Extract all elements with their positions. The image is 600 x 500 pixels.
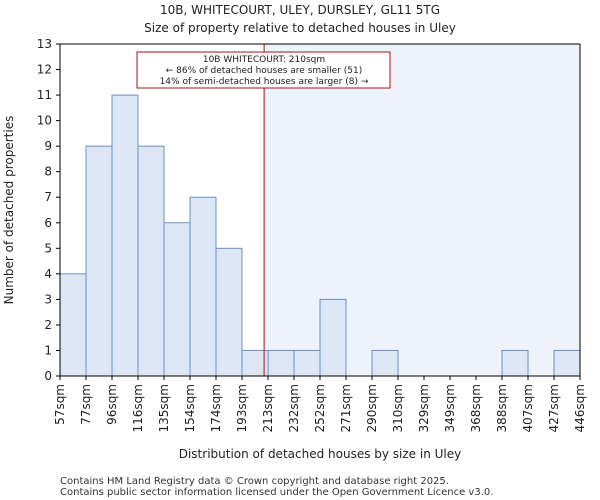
bar-116sqm — [137, 145, 165, 377]
x-tick-label: 329sqm — [417, 384, 431, 432]
highlight-region — [264, 44, 580, 376]
x-tick-label: 154sqm — [183, 384, 197, 432]
bar-388sqm — [501, 349, 529, 377]
bar-96sqm — [111, 94, 139, 377]
x-tick-label: 310sqm — [391, 384, 405, 432]
x-ticks: 57sqm 77sqm 96sqm 116sqm 135sqm 154sqm 174sqm 1… — [53, 376, 587, 432]
axes — [59, 43, 581, 377]
y-tick-label: 7 — [44, 190, 52, 204]
y-tick-label: 13 — [37, 37, 52, 51]
x-tick-label: 407sqm — [521, 384, 535, 432]
annotation-line2: ← 86% of detached houses are smaller (51… — [166, 66, 363, 76]
bar-232sqm — [293, 349, 321, 377]
y-tick-label: 0 — [44, 369, 52, 383]
y-tick-label: 11 — [37, 88, 52, 102]
x-tick-label: 252sqm — [313, 384, 327, 432]
y-tick-label: 5 — [44, 241, 52, 255]
y-tick-label: 1 — [44, 343, 52, 357]
x-tick-label: 232sqm — [287, 384, 301, 432]
bar-57sqm — [59, 273, 87, 377]
y-tick-label: 4 — [44, 267, 52, 281]
annotation-box — [136, 51, 391, 89]
x-tick-label: 349sqm — [443, 384, 457, 432]
bar-135sqm — [163, 222, 191, 377]
y-tick-label: 9 — [44, 139, 52, 153]
x-tick-label: 135sqm — [157, 384, 171, 432]
y-tick-label: 6 — [44, 216, 52, 230]
x-axis-label: Distribution of detached houses by size … — [179, 447, 462, 461]
bar-290sqm — [371, 349, 399, 377]
bar-213sqm — [267, 349, 295, 377]
annotation: 10B WHITECOURT: 210sqm ← 86% of detached… — [136, 51, 391, 89]
x-tick-label: 427sqm — [547, 384, 561, 432]
bar-77sqm — [85, 145, 113, 377]
x-tick-label: 116sqm — [131, 384, 145, 432]
x-tick-label: 77sqm — [79, 384, 93, 425]
footer-line2: Contains public sector information licen… — [60, 487, 493, 498]
chart-title-line1: 10B, WHITECOURT, ULEY, DURSLEY, GL11 5TG — [160, 3, 440, 17]
y-tick-label: 8 — [44, 165, 52, 179]
bar-427sqm — [553, 349, 581, 377]
bar-174sqm — [215, 247, 243, 377]
x-tick-label: 271sqm — [339, 384, 353, 432]
x-tick-label: 57sqm — [53, 384, 67, 425]
y-tick-label: 10 — [37, 114, 52, 128]
y-axis-label: Number of detached properties — [2, 116, 16, 305]
annotation-line1: 10B WHITECOURT: 210sqm — [203, 55, 325, 65]
footer-line1: Contains HM Land Registry data © Crown c… — [60, 476, 449, 487]
x-tick-label: 174sqm — [209, 384, 223, 432]
x-tick-label: 368sqm — [469, 384, 483, 432]
x-tick-label: 446sqm — [573, 384, 587, 432]
y-tick-label: 2 — [44, 318, 52, 332]
x-tick-label: 388sqm — [495, 384, 509, 432]
bar-252sqm — [319, 298, 347, 377]
bar-154sqm — [189, 196, 217, 377]
x-tick-label: 213sqm — [261, 384, 275, 432]
y-tick-label: 12 — [37, 63, 52, 77]
y-tick-label: 3 — [44, 292, 52, 306]
x-tick-label: 193sqm — [235, 384, 249, 432]
chart-title-line2: Size of property relative to detached ho… — [144, 21, 456, 35]
x-tick-label: 96sqm — [105, 384, 119, 425]
annotation-line3: 14% of semi-detached houses are larger (… — [160, 77, 369, 87]
bars-group — [59, 94, 581, 377]
x-tick-label: 290sqm — [365, 384, 379, 432]
